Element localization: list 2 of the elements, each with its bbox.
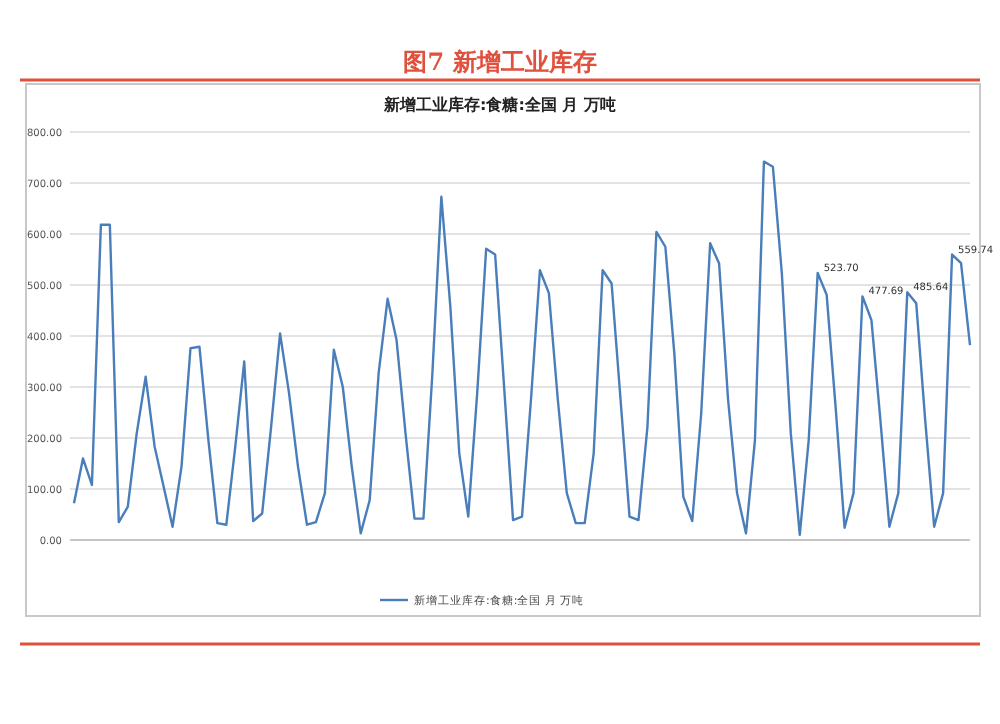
- chart-title: 图7 新增工业库存: [403, 48, 597, 76]
- chart-subtitle: 新增工业库存:食糖:全国 月 万吨: [382, 94, 616, 114]
